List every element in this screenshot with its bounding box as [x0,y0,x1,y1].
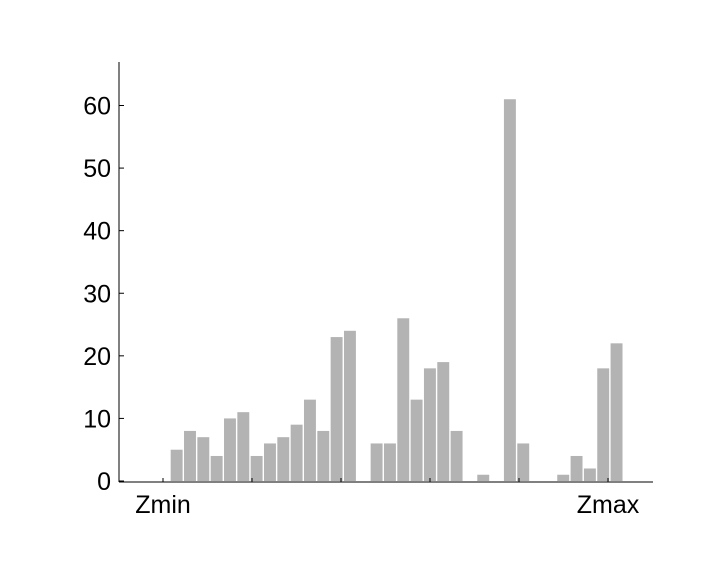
y-tick-label: 0 [97,468,111,496]
bar [437,362,450,481]
bar [224,418,236,481]
axes-group [118,62,653,483]
bar [170,449,183,481]
y-tick-label: 20 [83,343,111,371]
bar [517,443,530,481]
bar [450,430,463,481]
bar [317,430,330,481]
bar [583,468,596,481]
bar [397,318,410,481]
bar [383,443,396,481]
bar [184,430,196,481]
y-tick-label: 30 [83,280,111,308]
bar [330,337,343,481]
bar [370,443,383,481]
bars-group [170,99,623,482]
bar [343,330,356,481]
y-tick-label: 40 [83,218,111,246]
x-tick-label: Zmax [577,491,640,519]
bar [290,424,303,481]
bar [610,343,623,481]
bar [197,437,210,481]
bar [210,455,223,481]
bar [570,455,583,481]
bar [477,474,490,481]
y-tick-label: 50 [83,155,111,183]
bar [303,399,316,481]
bar [237,412,250,481]
bar [277,437,290,481]
bar [410,399,423,481]
y-tick-label: 60 [83,93,111,121]
bar [423,368,436,481]
y-tick-label: 10 [83,405,111,433]
bar [557,474,570,481]
bar [264,443,276,481]
bar [597,368,610,481]
x-tick-label: Zmin [135,491,191,519]
x-axis-ticks: Zmin Zmax [135,478,640,519]
bar [503,99,516,482]
bar [250,455,263,481]
y-axis-ticks: 0 10 20 30 40 50 60 [83,93,124,496]
